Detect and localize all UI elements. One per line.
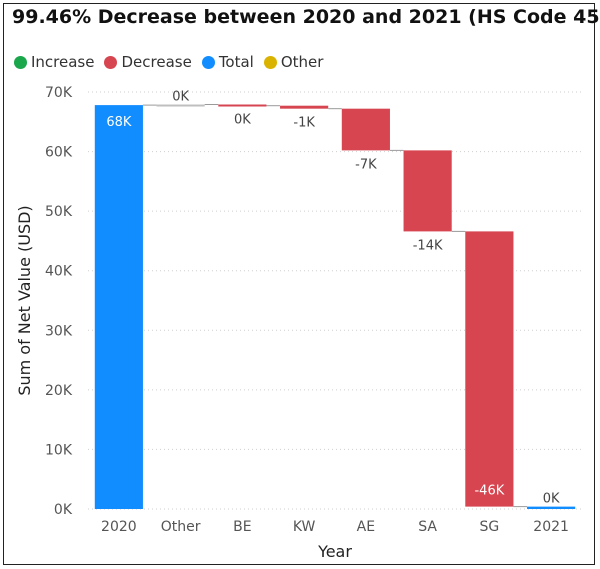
legend-item-total[interactable]: Total bbox=[201, 53, 254, 71]
data-label: 68K bbox=[106, 115, 132, 130]
x-tick-label: KW bbox=[293, 519, 316, 535]
chart-title: 99.46% Decrease between 2020 and 2021 (H… bbox=[12, 6, 600, 28]
y-tick-label: 10K bbox=[45, 442, 73, 458]
y-tick-label: 70K bbox=[45, 85, 73, 101]
data-label: -7K bbox=[355, 157, 377, 172]
data-label: 0K bbox=[172, 90, 189, 105]
legend-dot bbox=[201, 55, 215, 69]
legend-label: Decrease bbox=[121, 53, 192, 71]
bar-2020 bbox=[94, 105, 143, 509]
legend-item-other[interactable]: Other bbox=[263, 53, 324, 71]
x-tick-label: 2021 bbox=[533, 519, 569, 535]
data-label: -46K bbox=[474, 484, 504, 499]
y-tick-label: 0K bbox=[54, 502, 73, 518]
x-tick-label: AE bbox=[357, 519, 375, 535]
data-label: 0K bbox=[543, 492, 560, 507]
y-tick-label: 50K bbox=[45, 204, 73, 220]
x-tick-label: Other bbox=[161, 519, 201, 535]
bar-be bbox=[218, 104, 267, 107]
x-axis-title: Year bbox=[317, 542, 352, 561]
y-axis-title: Sum of Net Value (USD) bbox=[15, 205, 34, 395]
data-label: -14K bbox=[413, 238, 443, 253]
bar-kw bbox=[280, 105, 329, 109]
data-label: 0K bbox=[234, 113, 251, 128]
bar-2021 bbox=[527, 506, 576, 509]
bar-other bbox=[156, 104, 205, 107]
bar-ae bbox=[341, 108, 390, 151]
legend-label: Total bbox=[218, 53, 254, 71]
legend-label: Other bbox=[280, 53, 324, 71]
chart-legend: Increase Decrease Total Other bbox=[14, 52, 333, 72]
x-tick-label: BE bbox=[233, 519, 251, 535]
legend-dot bbox=[263, 55, 277, 69]
x-tick-label: SA bbox=[418, 519, 437, 535]
legend-dot bbox=[14, 55, 27, 69]
legend-item-decrease[interactable]: Decrease bbox=[104, 53, 192, 71]
y-tick-label: 30K bbox=[45, 323, 73, 339]
bar-sg bbox=[465, 231, 514, 507]
y-tick-label: 20K bbox=[45, 383, 73, 399]
y-tick-label: 40K bbox=[45, 264, 73, 280]
legend-label: Increase bbox=[31, 53, 95, 71]
x-tick-label: 2020 bbox=[101, 519, 137, 535]
x-tick-label: SG bbox=[480, 519, 500, 535]
data-label: -1K bbox=[293, 116, 315, 131]
legend-dot bbox=[104, 55, 118, 69]
bar-sa bbox=[403, 150, 452, 232]
y-tick-label: 60K bbox=[45, 145, 73, 161]
legend-item-increase[interactable]: Increase bbox=[14, 53, 94, 71]
